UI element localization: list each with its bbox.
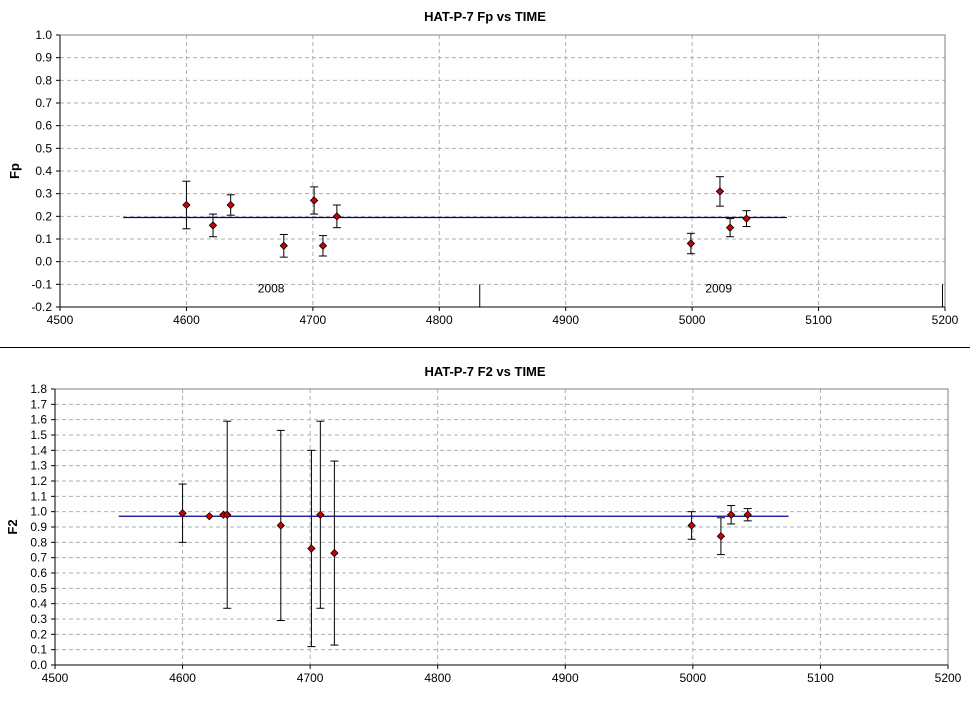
data-point xyxy=(726,510,736,519)
year-label: 2009 xyxy=(705,281,732,295)
data-point xyxy=(330,548,339,558)
data-point xyxy=(309,196,319,205)
y-tick-label: 0.7 xyxy=(30,551,47,565)
y-tick-label: 1.4 xyxy=(30,443,47,457)
x-tick-label: 4900 xyxy=(552,671,579,685)
y-tick-label: 0.3 xyxy=(30,612,47,626)
data-point xyxy=(332,212,342,221)
y-tick-label: -0.2 xyxy=(31,300,52,314)
x-tick-label: 5200 xyxy=(932,313,959,327)
y-axis-label: Fp xyxy=(7,163,22,179)
y-tick-label: 0.1 xyxy=(30,643,47,657)
x-tick-label: 4900 xyxy=(552,313,579,327)
data-point xyxy=(279,241,288,250)
x-tick-label: 4600 xyxy=(173,313,200,327)
data-point xyxy=(182,200,191,210)
chart-title: HAT-P-7 F2 vs TIME xyxy=(424,364,545,379)
y-tick-label: 1.2 xyxy=(30,474,47,488)
data-point xyxy=(316,510,325,519)
y-tick-label: 0.7 xyxy=(35,96,52,110)
y-tick-label: 1.5 xyxy=(30,428,47,442)
data-point xyxy=(205,512,214,521)
x-tick-label: 4500 xyxy=(47,313,74,327)
x-tick-label: 5200 xyxy=(935,671,962,685)
x-tick-label: 4800 xyxy=(424,671,451,685)
y-tick-label: 0.6 xyxy=(30,566,47,580)
data-point xyxy=(276,521,285,530)
y-tick-label: 1.1 xyxy=(30,489,47,503)
y-tick-label: 1.8 xyxy=(30,382,47,396)
y-tick-label: 0.8 xyxy=(30,535,47,549)
x-tick-label: 5000 xyxy=(680,671,707,685)
y-tick-label: 1.6 xyxy=(30,413,47,427)
data-point xyxy=(742,214,751,223)
y-tick-label: 0.9 xyxy=(30,520,47,534)
x-tick-label: 4800 xyxy=(426,313,453,327)
data-point xyxy=(716,532,726,541)
y-tick-label: 1.0 xyxy=(30,505,47,519)
data-point xyxy=(208,221,218,230)
y-tick-label: -0.1 xyxy=(31,277,52,291)
chart-f2-vs-time: HAT-P-7 F2 vs TIME F2 0.00.1 0.20.30.4 0.5… xyxy=(5,364,962,685)
data-point xyxy=(715,187,725,196)
data-point xyxy=(318,241,328,250)
y-tick-label: 1.3 xyxy=(30,459,47,473)
x-tick-label: 4700 xyxy=(297,671,324,685)
y-tick-label: 1.7 xyxy=(30,397,47,411)
y-tick-label: 0.6 xyxy=(35,119,52,133)
y-tick-label: 0.0 xyxy=(35,255,52,269)
x-tick-label: 5000 xyxy=(679,313,706,327)
x-tick-label: 5100 xyxy=(807,671,834,685)
y-tick-label: 0.4 xyxy=(35,164,52,178)
y-tick-label: 0.0 xyxy=(30,658,47,672)
y-tick-label: 0.8 xyxy=(35,73,52,87)
y-tick-label: 0.4 xyxy=(30,597,47,611)
data-point xyxy=(687,521,696,530)
chart-fp-vs-time: HAT-P-7 Fp vs TIME Fp -0.2 -0.1 0.0 0.1 0.2 0… xyxy=(7,9,959,327)
y-tick-label: 0.2 xyxy=(30,627,47,641)
x-tick-label: 4600 xyxy=(169,671,196,685)
year-label: 2008 xyxy=(258,281,285,295)
y-tick-label: 0.9 xyxy=(35,51,52,65)
y-tick-label: 0.3 xyxy=(35,187,52,201)
data-point xyxy=(725,223,735,232)
data-point xyxy=(178,509,187,518)
data-point xyxy=(226,200,235,210)
data-point xyxy=(743,510,752,519)
y-tick-label: 0.1 xyxy=(35,232,52,246)
data-point xyxy=(223,510,232,519)
y-axis-label: F2 xyxy=(5,519,20,534)
y-tick-label: 0.2 xyxy=(35,209,52,223)
y-tick-label: 1.0 xyxy=(35,28,52,42)
data-point xyxy=(686,239,696,248)
data-point xyxy=(307,544,316,553)
y-tick-label: 0.5 xyxy=(30,581,47,595)
x-tick-label: 4500 xyxy=(42,671,69,685)
chart-title: HAT-P-7 Fp vs TIME xyxy=(424,9,546,24)
y-tick-label: 0.5 xyxy=(35,141,52,155)
x-tick-label: 5100 xyxy=(805,313,832,327)
x-tick-label: 4700 xyxy=(300,313,327,327)
